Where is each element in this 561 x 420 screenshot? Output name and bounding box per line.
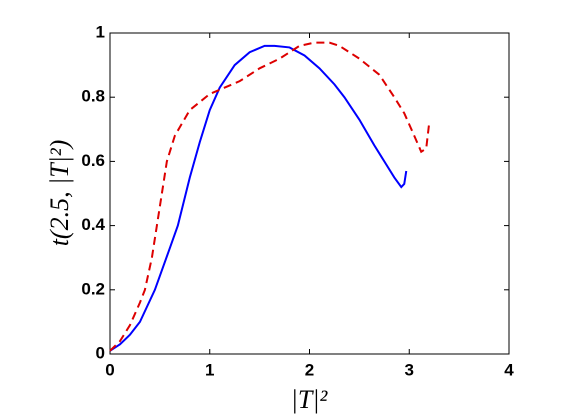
series-line <box>109 44 408 352</box>
x-tick-label: 4 <box>504 360 514 379</box>
x-tick-label: 0 <box>105 360 114 379</box>
y-axis-label: t(2.5, |T|²) <box>45 140 74 247</box>
x-tick-label: 3 <box>405 360 414 379</box>
x-axis-label: |T|² <box>291 385 329 414</box>
axes-box <box>109 32 510 355</box>
y-tick-label: 1 <box>96 22 105 41</box>
y-tick-label: 0.2 <box>81 279 105 298</box>
series-line <box>109 41 431 352</box>
y-tick-label: 0.8 <box>81 87 105 106</box>
y-tick-label: 0 <box>96 343 105 362</box>
x-tick-label: 2 <box>305 360 314 379</box>
y-tick-label: 0.6 <box>81 151 105 170</box>
x-tick-label: 1 <box>205 360 214 379</box>
y-tick-label: 0.4 <box>81 215 105 234</box>
